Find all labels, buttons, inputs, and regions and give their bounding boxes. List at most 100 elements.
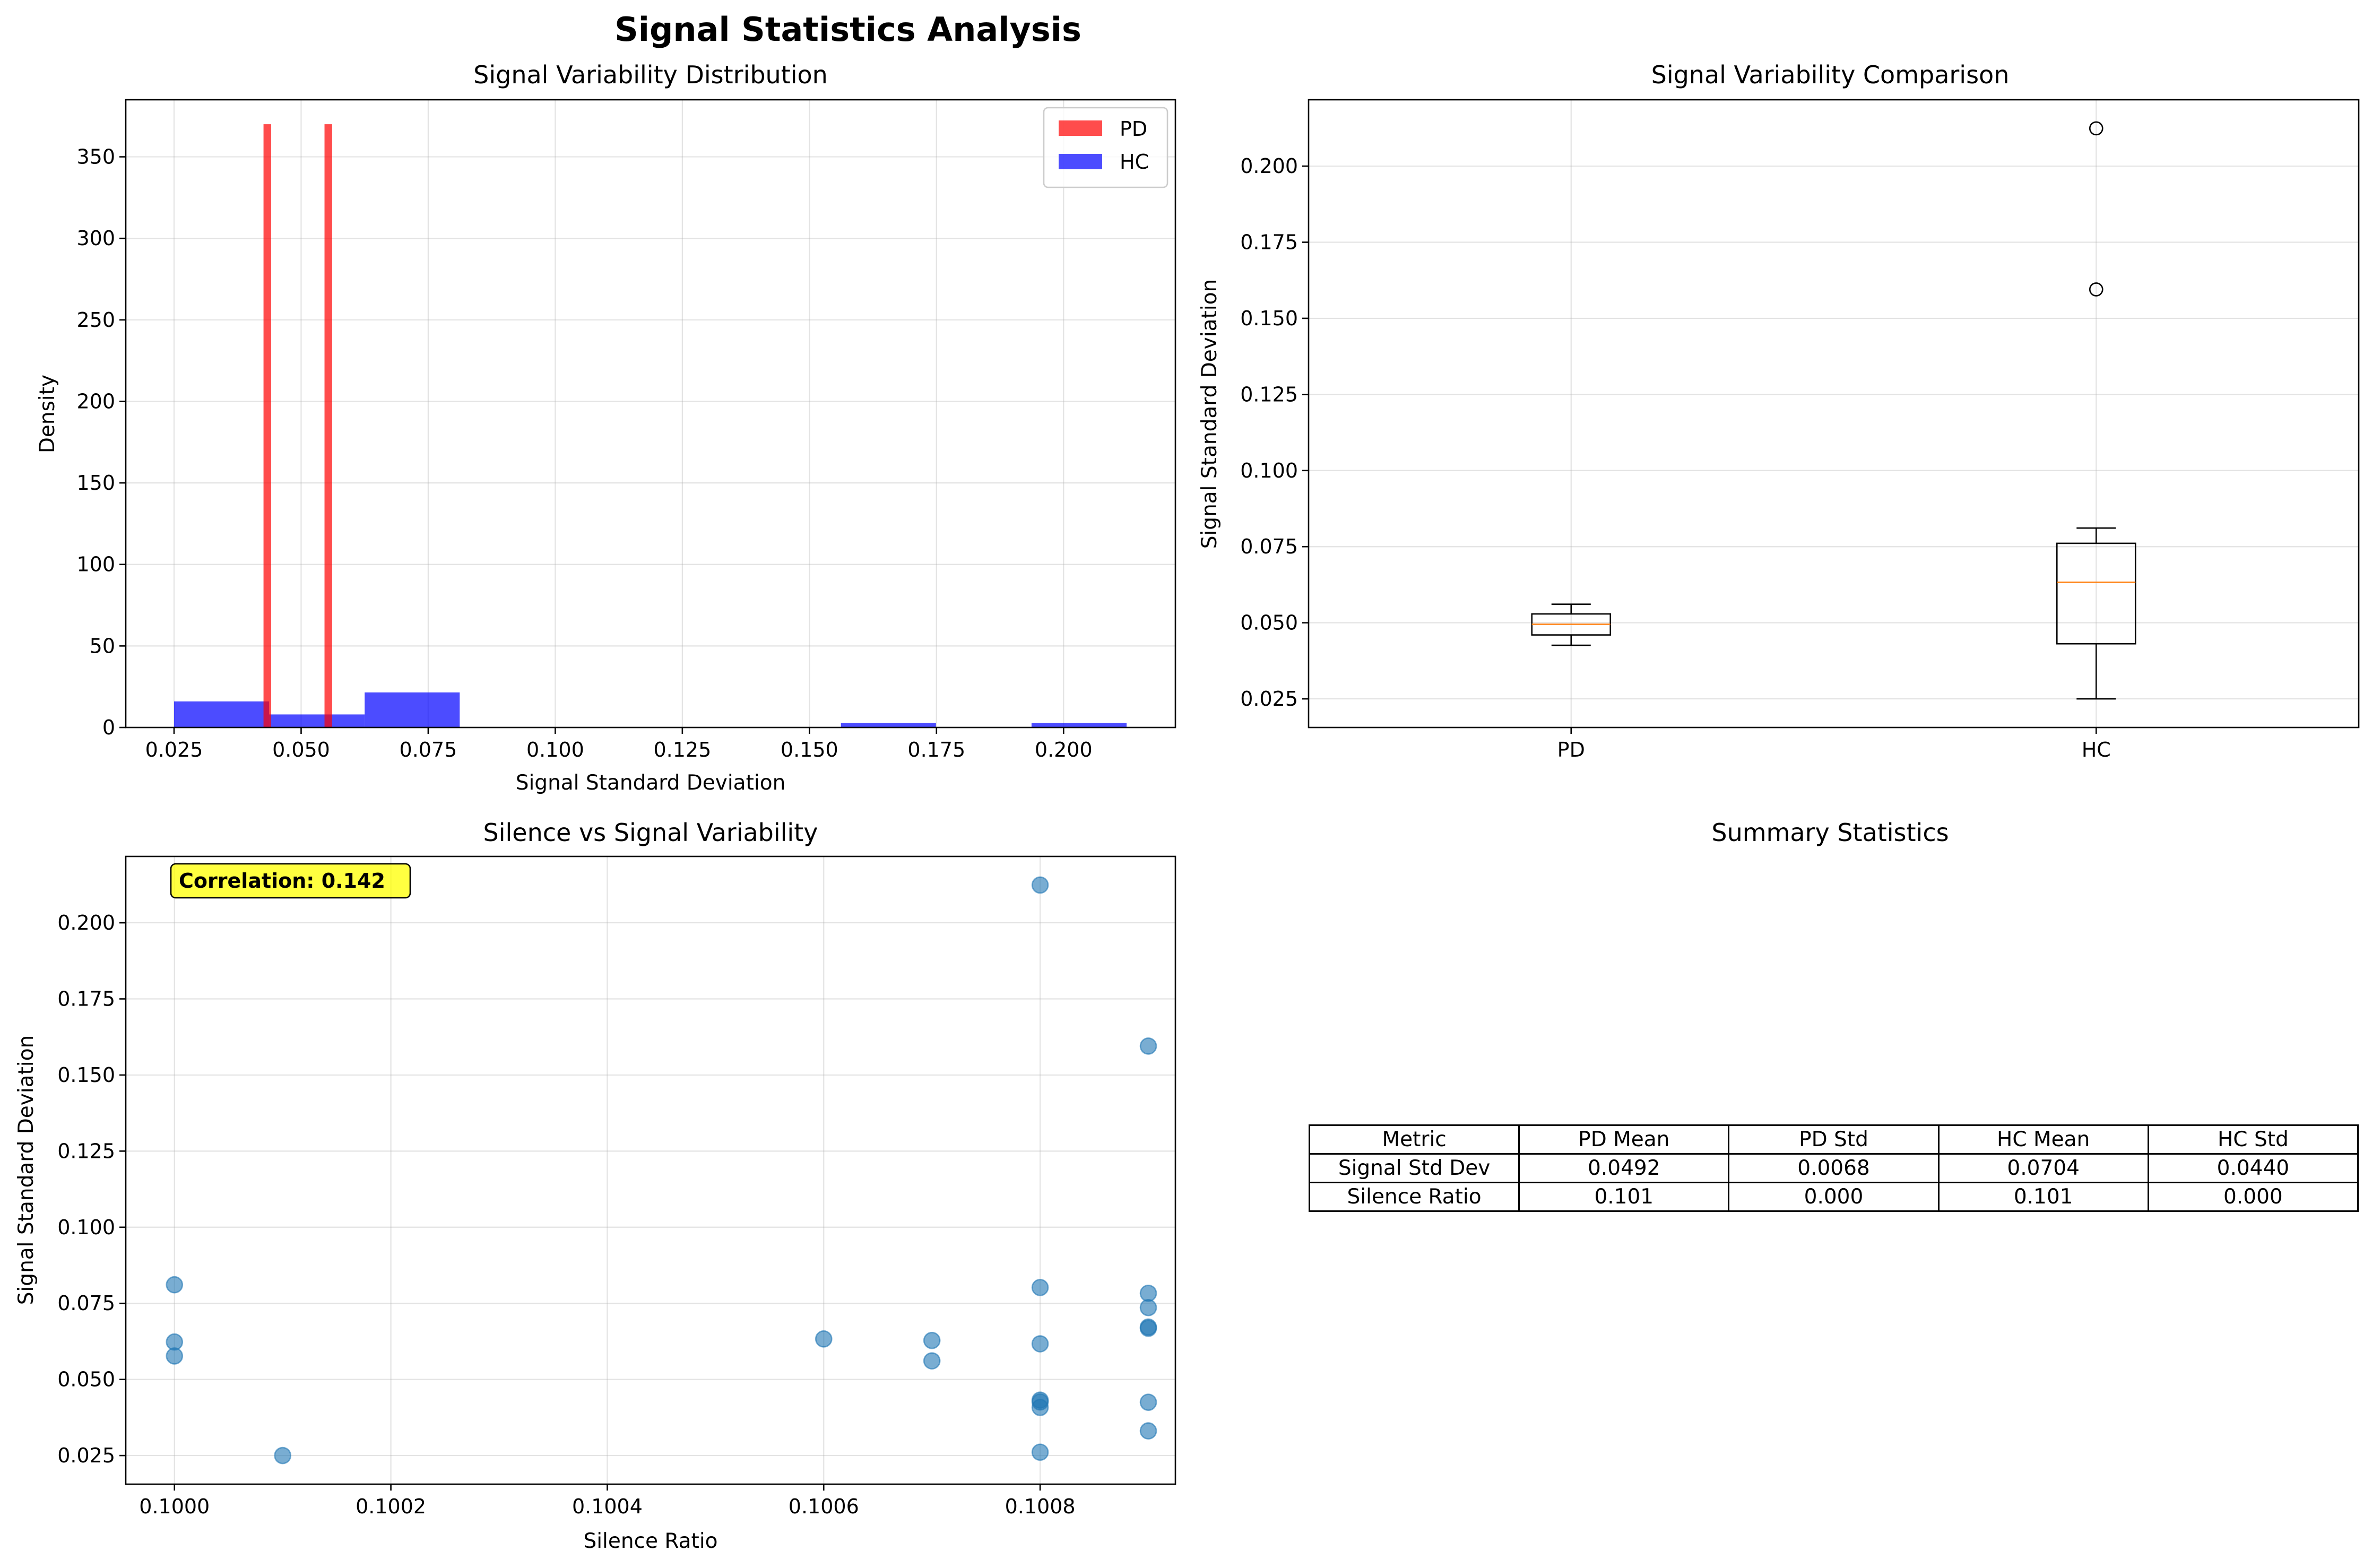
table-header-cell: PD Std <box>1728 1124 1940 1155</box>
scatter-point <box>1139 1298 1157 1316</box>
table-header-cell: Metric <box>1308 1124 1520 1155</box>
scatter-ytick-label: 0.175 <box>57 987 115 1010</box>
histogram-ytick-label: 150 <box>76 471 115 495</box>
histogram-xtick-label: 0.125 <box>653 738 711 761</box>
boxplot-ytick-label: 0.100 <box>1240 459 1298 482</box>
table-row: Silence Ratio 0.101 0.000 0.101 0.000 <box>1308 1182 2359 1212</box>
boxplot-ytick-label: 0.125 <box>1240 383 1298 406</box>
scatter-point <box>1139 1319 1157 1337</box>
scatter-xtick-label: 0.1000 <box>139 1495 210 1518</box>
histogram-xtick-label: 0.150 <box>781 738 838 761</box>
legend-swatch-hc <box>1059 154 1102 169</box>
correlation-annotation-text: Correlation: 0.142 <box>179 869 385 893</box>
scatter-xtick-label: 0.1004 <box>572 1495 643 1518</box>
boxplot-ylabel: Signal Standard Deviation <box>1198 279 1222 549</box>
scatter-grid <box>126 856 1175 1484</box>
scatter-points <box>166 876 1157 1465</box>
boxplot-panel: Signal Variability Comparison 0.025 0.050… <box>1198 60 2360 761</box>
histogram-bar-pd <box>263 124 271 727</box>
legend-label-hc: HC <box>1120 150 1149 174</box>
scatter-ytick-label: 0.200 <box>57 911 115 934</box>
histogram-xtick-label: 0.100 <box>526 738 584 761</box>
figure-title: Signal Statistics Analysis <box>614 10 1081 49</box>
scatter-point <box>1031 1399 1049 1416</box>
scatter-point <box>166 1347 184 1365</box>
scatter-xtick-label: 0.1002 <box>356 1495 426 1518</box>
histogram-bar-pd <box>324 124 332 727</box>
histogram-ytick-label: 250 <box>76 308 115 332</box>
scatter-point <box>1031 1335 1049 1353</box>
table-cell: 0.101 <box>1937 1182 2149 1212</box>
scatter-xlabel: Silence Ratio <box>583 1529 717 1553</box>
scatter-ytick-label: 0.050 <box>57 1368 115 1391</box>
histogram-bar-hc <box>174 701 270 727</box>
histogram-bar-hc <box>841 723 936 727</box>
scatter-xtick-label: 0.1008 <box>1005 1495 1076 1518</box>
scatter-title: Silence vs Signal Variability <box>483 818 818 847</box>
scatter-ytick-label: 0.100 <box>57 1216 115 1239</box>
histogram-panel: Signal Variability Distribution 0.025 0.0… <box>36 60 1176 795</box>
histogram-ytick-label: 300 <box>76 227 115 250</box>
boxplot-outlier-hc <box>2089 121 2103 136</box>
boxplot-xtick-label-pd: PD <box>1557 738 1585 761</box>
scatter-point <box>274 1446 291 1465</box>
table-header-cell: HC Mean <box>1937 1124 2149 1155</box>
histogram-ytick-label: 100 <box>76 553 115 576</box>
table-cell: Signal Std Dev <box>1308 1153 1520 1183</box>
correlation-annotation-box <box>170 863 411 899</box>
histogram-xtick-label: 0.025 <box>145 738 203 761</box>
boxplot-title: Signal Variability Comparison <box>1651 60 2010 89</box>
scatter-point <box>1031 1279 1049 1296</box>
boxplot-ticks: 0.025 0.050 0.075 0.100 0.125 0.150 0.175 0.200… <box>1240 154 2111 761</box>
boxplot-outlier-hc <box>2089 282 2103 297</box>
table-cell: 0.000 <box>1728 1182 1940 1212</box>
table-cell: 0.0068 <box>1728 1153 1940 1183</box>
histogram-bar-hc <box>269 714 365 727</box>
table-header-row: Metric PD Mean PD Std HC Mean HC Std <box>1308 1124 2359 1155</box>
histogram-xtick-label: 0.075 <box>400 738 457 761</box>
scatter-point <box>1139 1037 1157 1055</box>
scatter-ytick-label: 0.125 <box>57 1139 115 1163</box>
table-cell: 0.0492 <box>1518 1153 1730 1183</box>
table-cell: Silence Ratio <box>1308 1182 1520 1212</box>
histogram-axes-frame <box>125 99 1176 729</box>
boxplot-xtick-label-hc: HC <box>2082 738 2111 761</box>
table-cell: 0.101 <box>1518 1182 1730 1212</box>
scatter-point <box>166 1276 184 1294</box>
boxplot-ytick-label: 0.175 <box>1240 230 1298 254</box>
correlation-annotation: Correlation: 0.142 <box>170 863 411 899</box>
histogram-legend: PD HC <box>1043 107 1168 188</box>
summary-table: Metric PD Mean PD Std HC Mean HC Std Signal S… <box>1308 1124 2359 1212</box>
scatter-point <box>1031 876 1049 894</box>
scatter-ytick-label: 0.025 <box>57 1444 115 1467</box>
histogram-xlabel: Signal Standard Deviation <box>516 771 786 795</box>
summary-table-title: Summary Statistics <box>1711 818 1949 847</box>
histogram-ytick-label: 350 <box>76 145 115 169</box>
scatter-ylabel: Signal Standard Deviation <box>14 1035 38 1305</box>
table-cell: 0.000 <box>2147 1182 2359 1212</box>
histogram-ylabel: Density <box>36 375 59 453</box>
scatter-point <box>923 1352 941 1370</box>
legend-frame <box>1043 107 1168 188</box>
scatter-point <box>1139 1284 1157 1302</box>
scatter-ticks: 0.1000 0.1002 0.1004 0.1006 0.1008 0.025 0.050… <box>57 911 1075 1518</box>
boxplot-ytick-label: 0.200 <box>1240 154 1298 178</box>
boxplot-ytick-label: 0.050 <box>1240 611 1298 635</box>
scatter-xtick-label: 0.1006 <box>789 1495 859 1518</box>
histogram-title: Signal Variability Distribution <box>473 60 828 89</box>
scatter-axes-frame <box>125 855 1176 1485</box>
boxplot-boxes <box>1531 121 2136 700</box>
scatter-point <box>923 1331 941 1349</box>
histogram-ytick-label: 200 <box>76 389 115 413</box>
scatter-ytick-label: 0.150 <box>57 1063 115 1087</box>
histogram-ytick-label: 0 <box>102 716 115 739</box>
histogram-ticks: 0.025 0.050 0.075 0.100 0.125 0.150 0.175 0.200… <box>76 145 1092 761</box>
histogram-bar-hc <box>365 692 460 727</box>
scatter-ytick-label: 0.075 <box>57 1292 115 1315</box>
scatter-point <box>1139 1422 1157 1440</box>
table-header-cell: PD Mean <box>1518 1124 1730 1155</box>
scatter-point <box>1139 1393 1157 1411</box>
scatter-point <box>1031 1443 1049 1461</box>
boxplot-ytick-label: 0.075 <box>1240 535 1298 558</box>
